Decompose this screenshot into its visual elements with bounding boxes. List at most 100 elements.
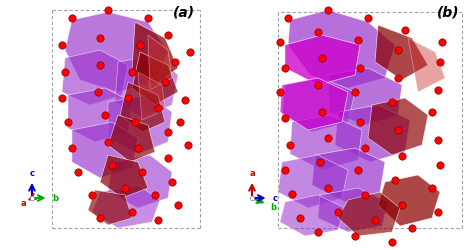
Point bbox=[164, 130, 172, 134]
Point bbox=[428, 110, 436, 114]
Polygon shape bbox=[328, 69, 402, 126]
Point bbox=[434, 210, 442, 214]
Point bbox=[184, 144, 192, 148]
Point bbox=[354, 168, 362, 172]
Polygon shape bbox=[108, 116, 155, 162]
Point bbox=[281, 168, 289, 172]
Point bbox=[388, 100, 396, 104]
Point bbox=[154, 106, 162, 110]
Point bbox=[108, 163, 116, 167]
Point bbox=[351, 234, 359, 238]
Text: (b): (b) bbox=[438, 6, 460, 20]
Point bbox=[161, 81, 169, 85]
Point bbox=[168, 180, 176, 184]
Point bbox=[356, 67, 364, 71]
Point bbox=[428, 186, 436, 190]
Point bbox=[436, 61, 444, 65]
Point bbox=[356, 120, 364, 124]
Point bbox=[68, 17, 76, 21]
Polygon shape bbox=[280, 195, 345, 236]
Point bbox=[144, 17, 152, 21]
Polygon shape bbox=[148, 36, 172, 91]
Point bbox=[398, 203, 406, 207]
Point bbox=[434, 89, 442, 93]
Point bbox=[284, 17, 292, 21]
Point bbox=[314, 31, 322, 35]
Point bbox=[401, 29, 409, 33]
Polygon shape bbox=[100, 156, 148, 198]
Point bbox=[286, 144, 294, 148]
Point bbox=[296, 216, 304, 220]
Point bbox=[151, 193, 159, 197]
Text: c: c bbox=[29, 169, 35, 178]
Point bbox=[314, 230, 322, 234]
Point bbox=[181, 98, 189, 102]
Point bbox=[334, 210, 342, 214]
Point bbox=[434, 138, 442, 142]
Text: (a): (a) bbox=[173, 6, 195, 20]
Polygon shape bbox=[278, 156, 348, 208]
Point bbox=[138, 170, 146, 174]
Point bbox=[176, 120, 184, 124]
Point bbox=[371, 218, 379, 222]
Polygon shape bbox=[120, 83, 165, 132]
Polygon shape bbox=[280, 79, 348, 130]
Point bbox=[324, 9, 332, 13]
Text: b: b bbox=[270, 202, 276, 211]
Polygon shape bbox=[375, 26, 428, 81]
Point bbox=[438, 41, 446, 45]
Point bbox=[96, 37, 104, 41]
Polygon shape bbox=[378, 175, 440, 226]
Point bbox=[324, 186, 332, 190]
Point bbox=[281, 67, 289, 71]
Point bbox=[316, 160, 324, 164]
Point bbox=[164, 156, 172, 160]
Polygon shape bbox=[335, 106, 410, 162]
Point bbox=[281, 116, 289, 120]
Point bbox=[318, 110, 326, 114]
Point bbox=[58, 96, 66, 100]
Polygon shape bbox=[72, 122, 138, 178]
Polygon shape bbox=[285, 36, 360, 86]
Point bbox=[351, 91, 359, 95]
Polygon shape bbox=[312, 148, 385, 202]
Point bbox=[104, 140, 112, 144]
Polygon shape bbox=[408, 39, 445, 93]
Polygon shape bbox=[288, 11, 395, 89]
Point bbox=[58, 44, 66, 48]
Point bbox=[314, 84, 322, 88]
Polygon shape bbox=[138, 73, 165, 120]
Point bbox=[318, 57, 326, 61]
Point bbox=[134, 146, 142, 150]
Text: a: a bbox=[20, 199, 26, 208]
Point bbox=[171, 61, 179, 65]
Point bbox=[131, 120, 139, 124]
Point bbox=[64, 120, 72, 124]
Point bbox=[391, 178, 399, 182]
Polygon shape bbox=[62, 51, 128, 106]
Polygon shape bbox=[132, 23, 178, 86]
Point bbox=[398, 154, 406, 158]
Point bbox=[388, 240, 396, 244]
Point bbox=[186, 51, 194, 55]
Point bbox=[394, 77, 402, 81]
Point bbox=[61, 71, 69, 75]
Polygon shape bbox=[338, 192, 400, 236]
Point bbox=[128, 71, 136, 75]
Polygon shape bbox=[88, 190, 132, 225]
Point bbox=[174, 203, 182, 207]
Polygon shape bbox=[282, 79, 355, 132]
Point bbox=[136, 44, 144, 48]
Text: a: a bbox=[249, 169, 255, 178]
Polygon shape bbox=[290, 116, 362, 170]
Point bbox=[164, 34, 172, 38]
Polygon shape bbox=[92, 185, 160, 228]
Point bbox=[104, 9, 112, 13]
Point bbox=[361, 193, 369, 197]
Point bbox=[124, 96, 132, 100]
Point bbox=[28, 196, 36, 200]
Polygon shape bbox=[318, 188, 388, 232]
Point bbox=[128, 210, 136, 214]
Point bbox=[276, 91, 284, 95]
Point bbox=[121, 186, 129, 190]
